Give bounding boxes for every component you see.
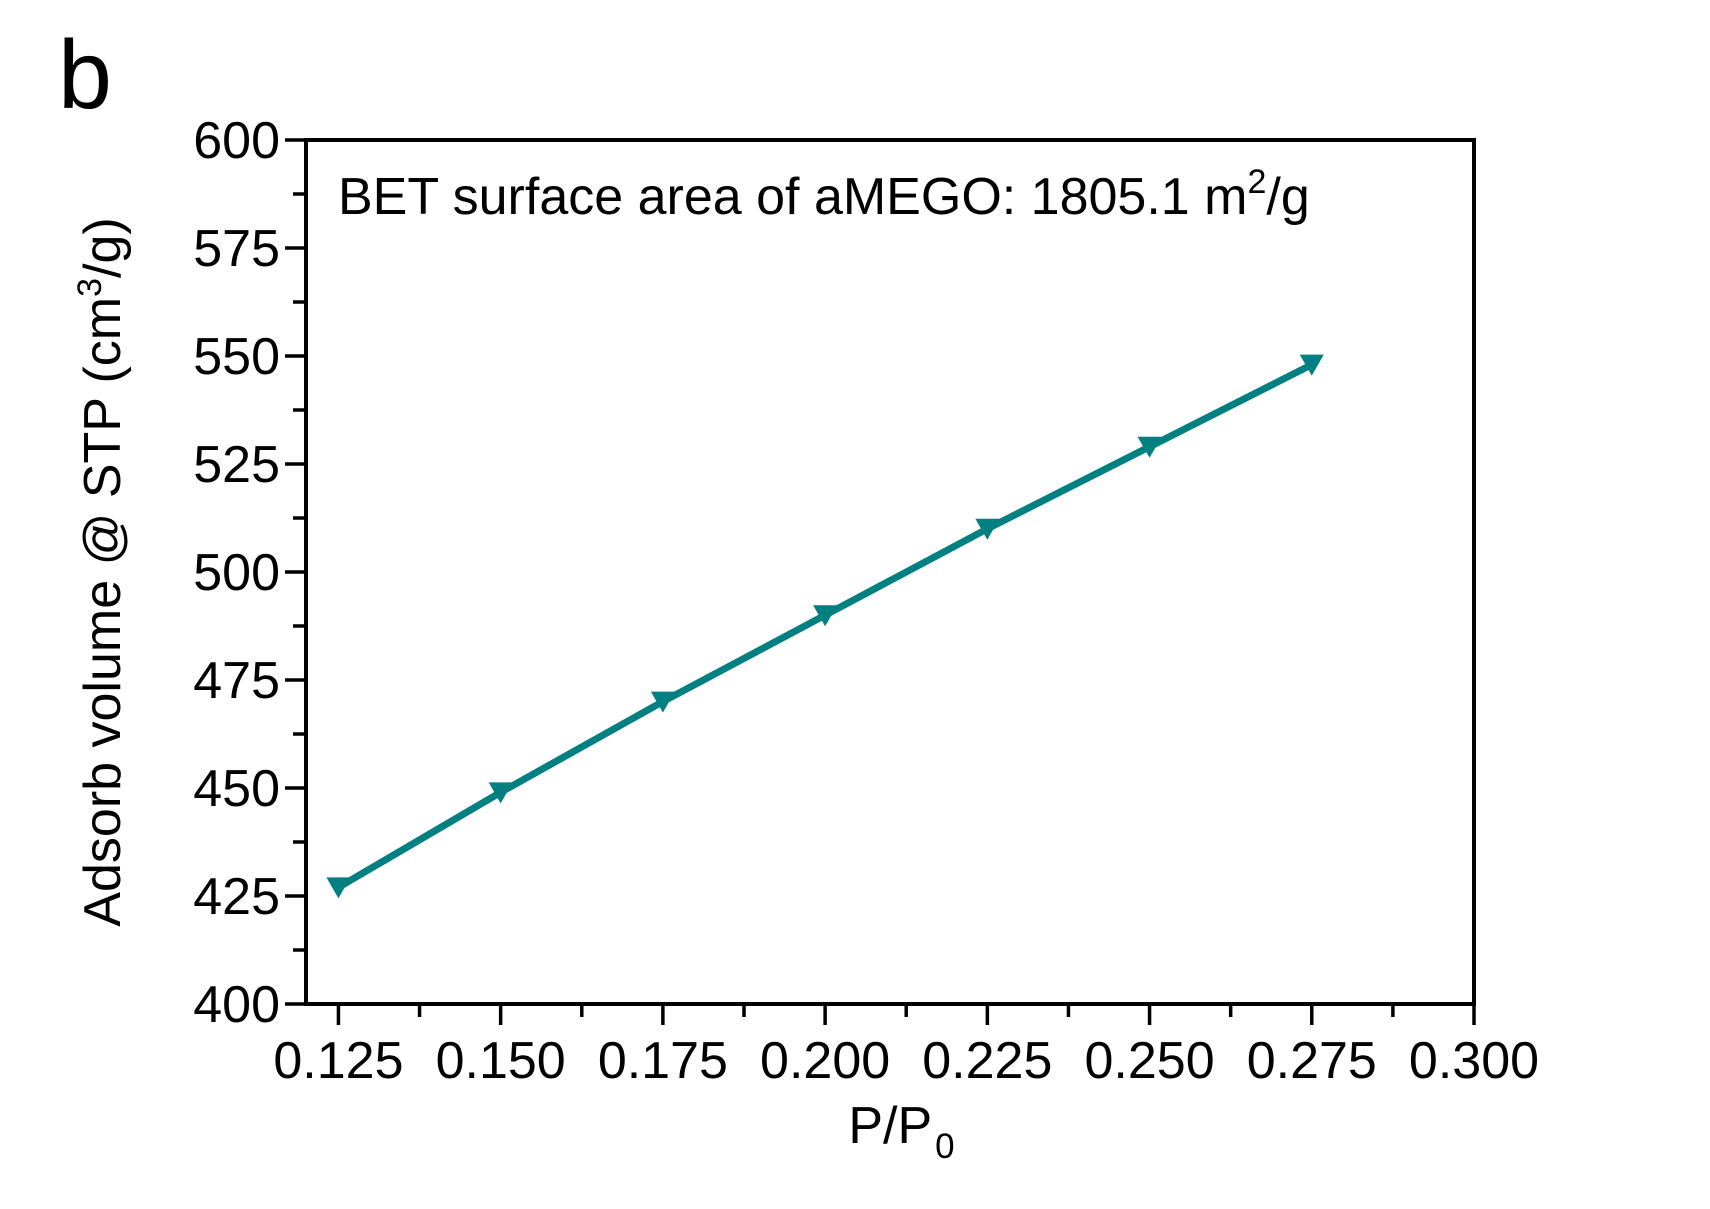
x-tick-label: 0.300 [1409,1032,1539,1090]
series-marker-triangle-down [975,518,1000,540]
series-marker-triangle-down [813,605,838,627]
x-axis-label: P/P0 [848,1097,954,1164]
y-axis-label-text: Adsorb volume @ STP (cm [74,296,132,927]
plot-border [304,138,1476,1006]
series-marker-triangle-down [326,877,351,899]
annotation-superscript: 2 [1247,163,1267,201]
y-tick-label: 400 [193,976,280,1034]
x-tick-label: 0.200 [760,1032,890,1090]
y-tick-label: 550 [193,328,280,386]
series-marker-triangle-down [1299,354,1324,376]
annotation-suffix: /g [1266,168,1310,226]
x-tick-label: 0.150 [436,1032,566,1090]
x-tick-label: 0.250 [1084,1032,1214,1090]
x-axis-label-subscript: 0 [935,1127,955,1166]
x-tick-label: 0.275 [1247,1032,1377,1090]
y-axis-label: Adsorb volume @ STP (cm3/g) [71,217,132,927]
series-marker-triangle-down [650,691,675,713]
series-marker-triangle-down [1137,436,1162,458]
y-axis-label-superscript: 3 [71,277,109,297]
y-tick-label: 600 [193,112,280,170]
y-tick-label: 425 [193,868,280,926]
y-tick-label: 475 [193,652,280,710]
x-tick-label: 0.225 [922,1032,1052,1090]
x-tick-label: 0.175 [598,1032,728,1090]
y-tick-label: 575 [193,220,280,278]
panel-label: b [58,20,112,129]
series-marker-triangle-down [488,782,513,804]
y-tick-label: 500 [193,544,280,602]
y-tick-label: 450 [193,760,280,818]
y-tick-label: 525 [193,436,280,494]
x-axis-label-text: P/P [848,1097,933,1155]
chart-annotation: BET surface area of aMEGO: 1805.1 m2/g [338,165,1310,226]
annotation-text: BET surface area of aMEGO: 1805.1 m [338,168,1248,226]
x-tick-label: 0.125 [273,1032,403,1090]
y-axis-label-suffix: /g) [74,217,132,278]
